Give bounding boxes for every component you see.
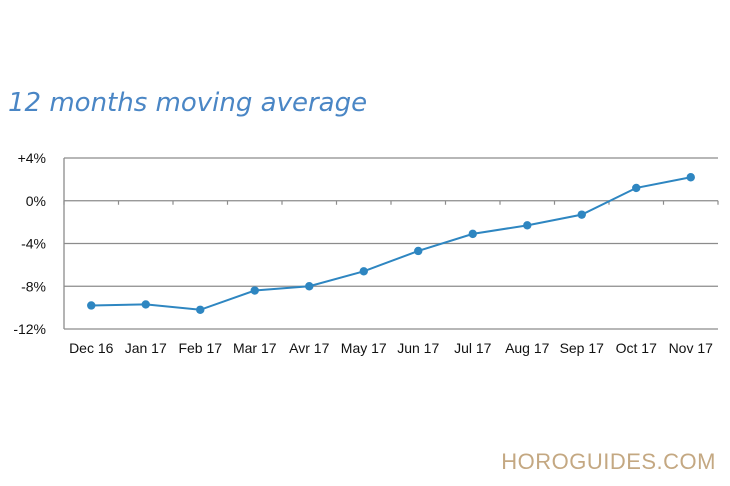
data-point [196, 305, 205, 314]
data-point [87, 301, 96, 310]
x-tick-label: Jun 17 [397, 340, 439, 356]
data-point [632, 183, 641, 193]
gridlines [63, 157, 719, 330]
y-tick-label: -12% [13, 321, 46, 337]
data-point [414, 246, 423, 256]
x-tick-label: Aug 17 [505, 340, 550, 356]
x-tick-label: Jan 17 [125, 340, 167, 356]
series-line [91, 176, 691, 311]
data-point [523, 221, 532, 230]
x-tick-label: Dec 16 [69, 340, 114, 356]
x-tick-label: Mar 17 [233, 340, 277, 356]
x-tick-label: Jul 17 [454, 340, 492, 356]
y-tick-label: 0% [26, 193, 46, 209]
data-point [686, 173, 695, 182]
y-tick-label: -4% [21, 236, 46, 252]
data-point [359, 267, 368, 276]
y-axis-ticks: +4% 0% -4% -8% -12% [13, 150, 46, 337]
y-tick-label: +4% [18, 150, 46, 166]
watermark: HOROGUIDES.COM [501, 449, 716, 474]
x-tick-label: May 17 [341, 340, 387, 356]
x-tick-label: Avr 17 [289, 340, 329, 356]
data-point [577, 210, 586, 219]
data-point [305, 282, 314, 291]
x-tick-label: Sep 17 [560, 340, 605, 356]
x-tick-label: Feb 17 [178, 340, 222, 356]
series-layer [87, 173, 695, 314]
x-axis-ticks: Dec 16 Jan 17 Feb 17 Mar 17 Avr 17 May 17 Jun … [69, 340, 713, 356]
data-point [141, 300, 150, 309]
chart-title: 12 months moving average [8, 88, 368, 118]
data-point [468, 229, 477, 239]
x-tick-label: Oct 17 [616, 340, 657, 356]
x-tick-label: Nov 17 [669, 340, 714, 356]
y-tick-label: -8% [21, 278, 46, 294]
data-point [250, 286, 259, 295]
